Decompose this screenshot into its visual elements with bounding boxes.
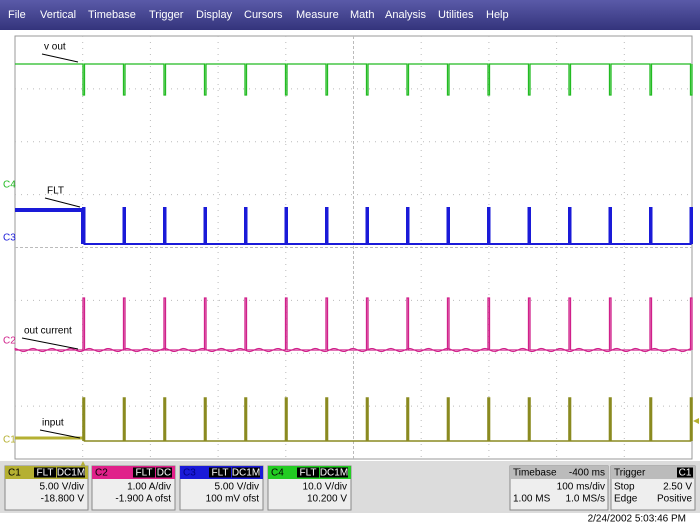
channel-setting: 100 mV ofst xyxy=(206,494,260,505)
trigger-header xyxy=(611,466,695,479)
channel-marker: C3 xyxy=(3,233,16,244)
leader-line xyxy=(21,337,79,350)
trigger-key: Stop xyxy=(614,482,635,493)
leader-line xyxy=(44,197,81,208)
badge xyxy=(320,467,348,478)
trace-label: v out xyxy=(44,42,66,53)
badge-text: DC1M xyxy=(320,468,348,479)
trace-v-out xyxy=(15,63,693,96)
trigger-source-badge xyxy=(677,467,693,478)
timebase-rate: 1.0 MS/s xyxy=(566,494,605,505)
menu-item[interactable]: File xyxy=(8,9,26,21)
channel-setting: -1.900 A ofst xyxy=(115,494,171,505)
badge-text: FLT xyxy=(135,468,152,479)
channel-name: C4 xyxy=(271,468,284,479)
badge xyxy=(297,467,319,478)
channel-setting: 5.00 V/div xyxy=(215,482,259,493)
badge-text: DC1M xyxy=(232,468,260,479)
trigger-level-marker xyxy=(693,418,699,424)
badge-text: FLT xyxy=(36,468,53,479)
badge-text: FLT xyxy=(299,468,316,479)
leader-line xyxy=(39,429,81,439)
timebase-label: Timebase xyxy=(513,468,557,479)
channel-name: C2 xyxy=(95,468,108,479)
channel-setting: -18.800 V xyxy=(41,494,85,505)
menu-bar xyxy=(0,0,700,30)
trace-label: out current xyxy=(24,326,72,337)
timebase-delay: -400 ms xyxy=(569,468,605,479)
channel-setting: 10.200 V xyxy=(307,494,347,505)
menu-item[interactable]: Vertical xyxy=(40,9,76,21)
channel-marker: C2 xyxy=(3,336,16,347)
trigger-label: Trigger xyxy=(614,468,646,479)
badge xyxy=(34,467,56,478)
timebase-per-div: 100 ms/div xyxy=(557,482,605,493)
menu-item[interactable]: Display xyxy=(196,9,233,21)
channel-setting: 10.0 V/div xyxy=(303,482,347,493)
badge xyxy=(209,467,231,478)
channel-marker: C1 xyxy=(3,435,16,446)
leader-line xyxy=(41,53,79,63)
menu-item[interactable]: Cursors xyxy=(244,9,283,21)
menu-item[interactable]: Help xyxy=(486,9,509,21)
menu-item[interactable]: Analysis xyxy=(385,9,426,21)
channel-name: C1 xyxy=(8,468,21,479)
menu-item[interactable]: Utilities xyxy=(438,9,474,21)
timebase-samples: 1.00 MS xyxy=(513,494,551,505)
badge xyxy=(57,467,85,478)
trigger-key: Edge xyxy=(614,494,638,505)
channel-name: C3 xyxy=(183,468,196,479)
channel-marker: C4 xyxy=(3,180,16,191)
menu-item[interactable]: Trigger xyxy=(149,9,184,21)
trace-label: input xyxy=(42,418,64,429)
badge-text: DC1M xyxy=(57,468,85,479)
trace-out-current xyxy=(15,297,693,351)
channel-setting: 5.00 V/div xyxy=(40,482,84,493)
badge-text: DC xyxy=(157,468,171,479)
timebase-header xyxy=(510,466,608,479)
menu-item[interactable]: Timebase xyxy=(88,9,136,21)
trigger-source: C1 xyxy=(679,468,692,479)
trace-flt xyxy=(82,207,693,245)
trigger-value: Positive xyxy=(657,494,692,505)
trace-label: FLT xyxy=(47,186,64,197)
timestamp: 2/24/2002 5:03:46 PM xyxy=(588,514,686,525)
menu-item[interactable]: Measure xyxy=(296,9,339,21)
badge xyxy=(156,467,172,478)
trace-noise xyxy=(14,347,692,353)
badge xyxy=(232,467,260,478)
trace-input xyxy=(82,397,693,442)
badge xyxy=(133,467,155,478)
menu-item[interactable]: Math xyxy=(350,9,374,21)
trigger-value: 2.50 V xyxy=(663,482,692,493)
badge-text: FLT xyxy=(211,468,228,479)
channel-setting: 1.00 A/div xyxy=(127,482,171,493)
